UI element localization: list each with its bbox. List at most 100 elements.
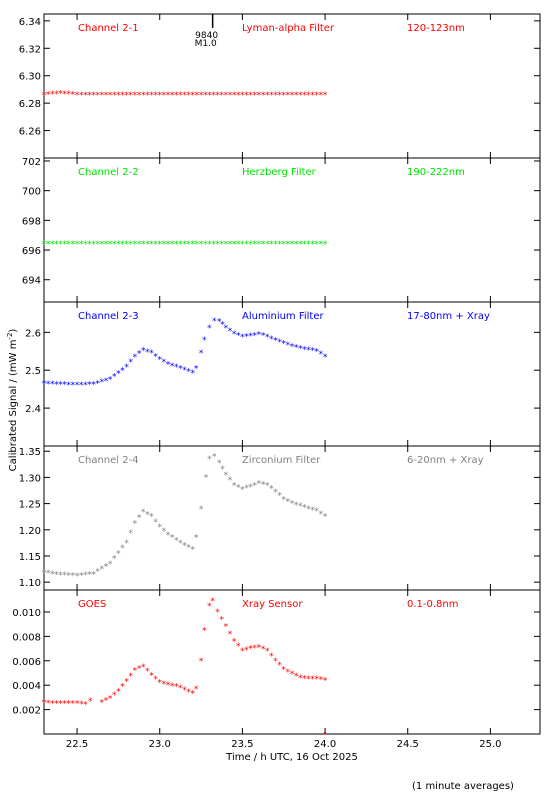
data-point: * [228, 91, 233, 101]
data-point: * [116, 369, 121, 379]
data-point: * [162, 680, 167, 690]
data-point: * [306, 346, 311, 356]
data-point: * [46, 380, 51, 390]
data-point: * [153, 91, 158, 101]
data-point: * [265, 240, 270, 250]
data-point: * [95, 568, 100, 578]
data-point: * [217, 318, 222, 328]
data-point: * [153, 240, 158, 250]
data-point: * [277, 492, 282, 502]
data-point: * [240, 240, 245, 250]
data-point: * [149, 671, 154, 681]
data-point: * [170, 91, 175, 101]
data-point: * [137, 665, 142, 675]
data-point: * [116, 687, 121, 697]
data-point: * [129, 529, 134, 539]
data-point: * [319, 350, 324, 360]
data-point: * [310, 347, 315, 357]
data-point: * [67, 240, 72, 250]
data-point: * [46, 91, 51, 101]
data-point: * [133, 519, 138, 529]
data-point: * [261, 480, 266, 490]
data-point: * [286, 91, 291, 101]
data-point: * [50, 699, 55, 709]
data-point: * [91, 381, 96, 391]
data-point: * [112, 373, 117, 383]
data-point: * [232, 91, 237, 101]
data-point: * [277, 338, 282, 348]
data-point: * [195, 91, 200, 101]
data-point: * [104, 377, 109, 387]
data-point: * [166, 681, 171, 691]
data-point: * [178, 365, 183, 375]
y-tick-label: 6.34 [19, 17, 41, 28]
data-point: * [182, 91, 187, 101]
data-point: * [75, 91, 80, 101]
data-point: * [162, 240, 167, 250]
y-tick-label: 694 [22, 276, 41, 287]
data-point: * [232, 240, 237, 250]
data-point: * [211, 240, 216, 250]
x-axis-title: Time / h UTC, 16 Oct 2025 [225, 752, 358, 763]
data-point: * [108, 560, 113, 570]
data-point: * [162, 358, 167, 368]
data-point: * [120, 544, 125, 554]
data-point: * [273, 337, 278, 347]
data-point: * [212, 317, 217, 327]
data-point: * [323, 676, 328, 686]
data-point: * [95, 240, 100, 250]
y-tick-label: 6.28 [19, 99, 41, 110]
data-point: * [244, 484, 249, 494]
data-point: * [253, 481, 258, 491]
data-point: * [62, 699, 67, 709]
data-point: * [182, 686, 187, 696]
data-point: * [120, 682, 125, 692]
data-point: * [170, 362, 175, 372]
data-point: * [277, 91, 282, 101]
data-point: * [265, 91, 270, 101]
data-point: * [120, 366, 125, 376]
data-point: * [145, 91, 150, 101]
data-point: * [50, 570, 55, 580]
data-point: * [137, 240, 142, 250]
panel-band-label: 17-80nm + Xray [407, 311, 490, 322]
y-tick-label: 1.30 [19, 473, 41, 484]
data-point: * [141, 347, 146, 357]
data-point: * [294, 344, 299, 354]
data-point: * [228, 240, 233, 250]
data-point: * [166, 91, 171, 101]
data-point: * [91, 240, 96, 250]
data-point: * [269, 335, 274, 345]
data-point: * [91, 570, 96, 580]
data-point: * [157, 356, 162, 366]
panel-filter-label: Aluminium Filter [242, 311, 325, 322]
data-point: * [141, 240, 146, 250]
x-tick-label: 23.5 [231, 739, 253, 750]
data-point: * [149, 240, 154, 250]
panel-channel-label: Channel 2-2 [78, 167, 139, 178]
y-tick-label: 698 [22, 216, 41, 227]
data-point: * [257, 240, 262, 250]
data-point: * [186, 688, 191, 698]
data-point: * [244, 240, 249, 250]
data-point: * [224, 324, 229, 334]
data-point: * [257, 643, 262, 653]
data-point: * [203, 91, 208, 101]
data-point: * [224, 623, 229, 633]
data-point: * [186, 368, 191, 378]
data-point: * [108, 695, 113, 705]
data-point: * [286, 498, 291, 508]
data-point: * [302, 240, 307, 250]
data-point: * [219, 240, 224, 250]
data-point: * [87, 240, 92, 250]
data-point: * [100, 565, 105, 575]
data-point: * [323, 353, 328, 363]
data-point: * [191, 91, 196, 101]
footnote: (1 minute averages) [412, 781, 514, 792]
data-point: * [174, 682, 179, 692]
data-point: * [104, 562, 109, 572]
data-point: * [153, 518, 158, 528]
data-point: * [217, 459, 222, 469]
data-point: * [137, 91, 142, 101]
data-point: * [240, 333, 245, 343]
